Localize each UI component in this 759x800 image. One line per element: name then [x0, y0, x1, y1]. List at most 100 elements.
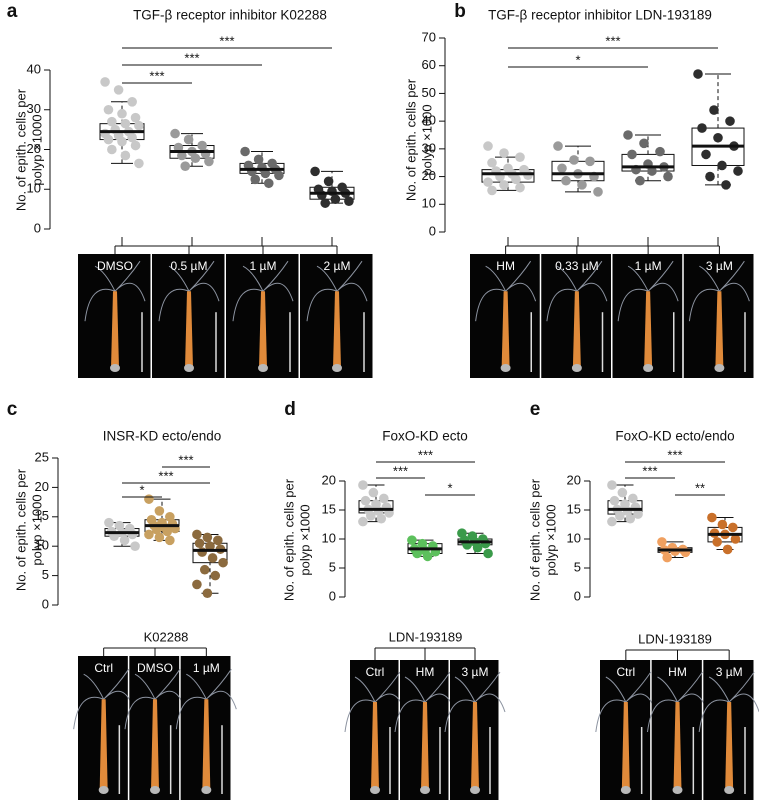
data-point	[515, 152, 525, 162]
photo-label: 1 µM	[635, 259, 662, 273]
data-point	[253, 154, 264, 165]
data-point	[607, 480, 617, 490]
data-point	[192, 529, 202, 540]
polyp-foot	[571, 364, 582, 372]
polyp-tentacles	[84, 260, 146, 322]
data-point	[717, 519, 728, 530]
photo-label: 3 µM	[462, 665, 489, 679]
chart-title: TGF-β receptor inhibitor K02288	[133, 8, 327, 23]
polyp-tentacles	[124, 668, 186, 730]
data-point	[712, 537, 722, 547]
polyp-foot	[332, 364, 342, 372]
polyp-body	[501, 291, 510, 368]
polyp-body	[715, 291, 724, 368]
polyp-tentacles	[394, 671, 456, 733]
data-point	[260, 168, 271, 179]
photo-label: Ctrl	[94, 661, 113, 675]
data-point	[177, 150, 187, 161]
chart-title: TGF-β receptor inhibitor LDN-193189	[488, 8, 712, 23]
photo-label: HM	[668, 665, 687, 679]
panel-label: d	[284, 399, 296, 420]
data-point	[633, 509, 643, 519]
data-point	[107, 144, 117, 155]
chart-title: INSR-KD ecto/endo	[103, 429, 222, 444]
y-tick-label: 0	[329, 588, 336, 603]
significance-label: *	[447, 480, 452, 495]
polyp-tentacles	[546, 260, 608, 322]
y-axis-label: polyp ×1000	[29, 494, 44, 565]
data-point	[144, 529, 154, 540]
data-point	[487, 185, 497, 196]
polyp-body	[644, 291, 653, 368]
data-point	[192, 579, 202, 590]
y-tick-label: 10	[27, 181, 41, 196]
data-point	[376, 513, 387, 524]
polyp-foot	[258, 364, 268, 372]
data-point	[561, 175, 571, 186]
polyp-body	[99, 699, 108, 790]
data-point	[617, 487, 628, 498]
data-point	[173, 142, 184, 153]
data-point	[117, 108, 127, 119]
data-point	[194, 538, 205, 549]
data-point	[154, 506, 165, 516]
data-point	[199, 564, 210, 575]
polyp-tentacles	[595, 671, 657, 733]
y-tick-label: 40	[422, 113, 436, 128]
photo-label: HM	[416, 665, 435, 679]
data-point	[183, 134, 194, 145]
y-tick-label: 0	[429, 223, 436, 238]
data-point	[483, 177, 493, 187]
polyp-tentacles	[688, 260, 750, 322]
group-label: LDN-193189	[638, 631, 712, 646]
data-point	[103, 134, 114, 145]
data-point	[204, 156, 214, 167]
photo-label: HM	[496, 259, 515, 273]
polyp-body	[621, 702, 630, 790]
data-point	[103, 104, 114, 115]
data-point	[647, 166, 657, 176]
photo-label: 1 µM	[193, 661, 220, 675]
y-tick-label: 10	[35, 538, 49, 553]
data-point	[585, 156, 595, 167]
y-axis-label: polyp ×1000	[29, 114, 44, 185]
photo-label: DMSO	[137, 661, 173, 675]
polyp-foot	[724, 786, 735, 794]
data-point	[210, 570, 221, 581]
y-tick-label: 10	[567, 530, 581, 545]
photo-label: 0.5 µM	[171, 259, 208, 273]
data-point	[120, 150, 131, 161]
y-tick-label: 0	[42, 596, 49, 611]
y-tick-label: 40	[27, 61, 41, 76]
data-point	[730, 534, 741, 544]
polyp-body	[673, 702, 682, 790]
polyp-foot	[420, 786, 430, 794]
polyp-body	[572, 291, 581, 368]
polyp-foot	[98, 786, 109, 794]
data-point	[627, 149, 637, 160]
data-point	[697, 123, 707, 133]
data-point	[202, 532, 213, 543]
data-point	[733, 166, 743, 176]
data-point	[483, 141, 493, 151]
data-point	[130, 140, 141, 151]
significance-label: ***	[605, 33, 620, 48]
photo-label: 3 µM	[706, 259, 733, 273]
photo-label: 1 µM	[250, 259, 277, 273]
data-point	[713, 132, 723, 143]
data-point	[472, 542, 483, 553]
significance-label: *	[139, 482, 144, 497]
polyp-foot	[110, 364, 120, 372]
data-point	[511, 174, 521, 185]
polyp-foot	[201, 786, 212, 794]
y-axis-label: polyp ×1000	[543, 504, 558, 575]
photo-label: Ctrl	[616, 665, 635, 679]
data-point	[113, 85, 124, 95]
data-point	[310, 166, 320, 177]
y-tick-label: 30	[27, 101, 41, 116]
data-point	[104, 517, 114, 528]
photo-label: 3 µM	[716, 665, 743, 679]
data-point	[655, 146, 665, 157]
polyp-foot	[714, 364, 725, 372]
polyp-tentacles	[617, 260, 679, 322]
